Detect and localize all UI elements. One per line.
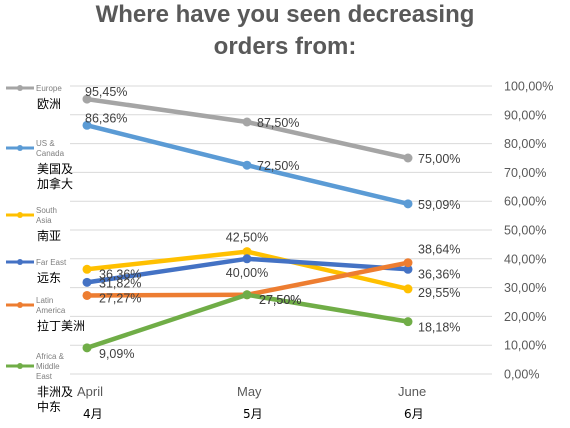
- data-point: [82, 94, 92, 104]
- data-label: 29,55%: [418, 286, 460, 300]
- legend-label: Africa &: [36, 352, 65, 361]
- legend-label-zh: 中东: [37, 399, 61, 414]
- legend-marker: [17, 212, 23, 218]
- data-label: 18,18%: [418, 321, 460, 335]
- y-tick-label: 60,00%: [504, 195, 546, 209]
- data-point: [82, 277, 92, 287]
- legend-label: East: [36, 372, 53, 381]
- data-point: [403, 284, 413, 294]
- legend-label: US &: [36, 139, 55, 148]
- data-point: [242, 247, 252, 257]
- series-lines: [84, 96, 411, 351]
- data-label: 27,50%: [259, 293, 301, 307]
- chart-title-line: orders from:: [214, 33, 357, 60]
- data-label: 36,36%: [99, 267, 141, 281]
- data-point: [242, 117, 252, 127]
- data-label: 95,45%: [85, 85, 127, 99]
- y-tick-label: 40,00%: [504, 252, 546, 266]
- legend-label-zh: 远东: [37, 271, 61, 285]
- data-label: 31,82%: [99, 276, 141, 290]
- y-tick-label: 10,00%: [504, 339, 546, 353]
- y-tick-label: 50,00%: [504, 224, 546, 238]
- y-tick-label: 20,00%: [504, 310, 546, 324]
- data-point: [82, 264, 92, 274]
- data-point: [82, 343, 92, 353]
- legend-label-zh: 美国及: [37, 162, 73, 176]
- legend-label-zh: 欧洲: [37, 97, 61, 111]
- legend-marker: [17, 363, 23, 369]
- legend-label: Far East: [36, 258, 67, 267]
- data-label: 72,50%: [257, 159, 299, 173]
- data-labels: 95,45% 87,50% 75,00% 86,36% 72,50% 59,09% 36,3…: [85, 85, 460, 361]
- legend-marker: [17, 302, 23, 308]
- legend-marker: [17, 145, 23, 151]
- legend-label: Middle: [36, 362, 60, 371]
- y-tick-label: 80,00%: [504, 137, 546, 151]
- data-point: [82, 120, 92, 130]
- legend-label: Canada: [36, 149, 65, 158]
- chart-title-line: Where have you seen decreasing: [96, 1, 475, 28]
- y-axis-ticks: 0,00% 10,00% 20,00% 30,00% 40,00% 50,00% 60,00…: [504, 80, 553, 382]
- x-category-label-zh: 6月: [404, 407, 424, 421]
- legend-label: Europe: [36, 84, 62, 93]
- data-point: [403, 264, 413, 274]
- x-category-label: April: [77, 384, 103, 399]
- y-tick-label: 0,00%: [504, 368, 539, 382]
- y-tick-label: 70,00%: [504, 166, 546, 180]
- data-label: 42,50%: [226, 231, 268, 245]
- x-category-label-zh: 5月: [243, 407, 263, 421]
- data-label: 27,27%: [99, 291, 141, 305]
- legend-label-zh: 加拿大: [37, 176, 73, 191]
- data-point: [403, 317, 413, 327]
- data-point: [242, 160, 252, 170]
- series-points: [82, 94, 413, 353]
- data-point: [403, 153, 413, 163]
- legend-label: America: [36, 306, 66, 315]
- data-label: 59,09%: [418, 198, 460, 212]
- y-tick-label: 30,00%: [504, 281, 546, 295]
- x-category-label-zh: 4月: [83, 407, 103, 421]
- data-label: 75,00%: [418, 152, 460, 166]
- data-point: [242, 290, 252, 300]
- data-label: 38,64%: [418, 243, 460, 257]
- data-label: 27,50%: [259, 293, 301, 307]
- legend-marker: [17, 85, 23, 91]
- legend-label-zh: 非洲及: [37, 385, 73, 399]
- x-category-label: May: [237, 384, 262, 399]
- legend-marker: [17, 259, 23, 265]
- y-tick-label: 100,00%: [504, 80, 553, 94]
- legend-label-zh: 拉丁美洲: [37, 318, 85, 333]
- legend-label: Latin: [36, 296, 53, 305]
- data-label: 87,50%: [257, 116, 299, 130]
- legend-label: Asia: [36, 216, 52, 225]
- series-line: [84, 96, 411, 161]
- data-point: [403, 199, 413, 209]
- legend-label: South: [36, 206, 57, 215]
- x-category-label: June: [398, 384, 426, 399]
- data-point: [82, 290, 92, 300]
- chart-title: Where have you seen decreasing orders fro…: [96, 1, 475, 60]
- y-tick-label: 90,00%: [504, 108, 546, 122]
- data-label: 9,09%: [99, 347, 134, 361]
- data-label: 86,36%: [85, 111, 127, 125]
- legend-label-zh: 南亚: [37, 228, 61, 243]
- data-label: 36,36%: [418, 267, 460, 281]
- data-label: 40,00%: [226, 266, 268, 280]
- x-axis-categories: April 4月 May 5月 June 6月: [77, 384, 426, 421]
- data-point: [242, 254, 252, 264]
- data-point: [403, 258, 413, 268]
